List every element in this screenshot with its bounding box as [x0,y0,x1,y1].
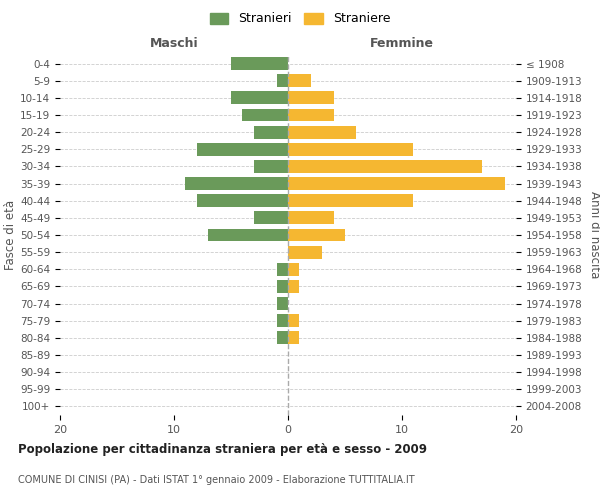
Bar [288,246,322,258]
Bar [288,332,299,344]
Bar [185,177,288,190]
Bar [288,280,299,293]
Legend: Stranieri, Straniere: Stranieri, Straniere [206,8,394,29]
Bar [197,143,288,156]
Bar [288,143,413,156]
Bar [231,92,288,104]
Bar [197,194,288,207]
Bar [277,297,288,310]
Bar [288,126,356,138]
Text: Femmine: Femmine [370,37,434,50]
Text: Popolazione per cittadinanza straniera per età e sesso - 2009: Popolazione per cittadinanza straniera p… [18,444,427,456]
Bar [288,177,505,190]
Bar [277,332,288,344]
Bar [277,263,288,276]
Text: Maschi: Maschi [149,37,199,50]
Bar [288,263,299,276]
Bar [254,160,288,173]
Bar [288,74,311,87]
Bar [288,228,345,241]
Bar [254,212,288,224]
Bar [231,57,288,70]
Y-axis label: Fasce di età: Fasce di età [4,200,17,270]
Y-axis label: Anni di nascita: Anni di nascita [588,192,600,278]
Bar [254,126,288,138]
Bar [288,108,334,122]
Text: COMUNE DI CINISI (PA) - Dati ISTAT 1° gennaio 2009 - Elaborazione TUTTITALIA.IT: COMUNE DI CINISI (PA) - Dati ISTAT 1° ge… [18,475,415,485]
Bar [277,280,288,293]
Bar [288,92,334,104]
Bar [288,212,334,224]
Bar [242,108,288,122]
Bar [288,194,413,207]
Bar [277,74,288,87]
Bar [208,228,288,241]
Bar [288,160,482,173]
Bar [277,314,288,327]
Bar [288,314,299,327]
